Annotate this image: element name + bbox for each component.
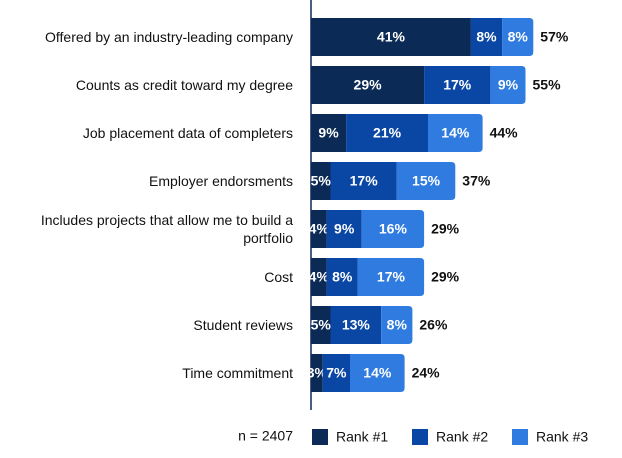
value-label: 14% [441,125,470,141]
bar-segment [322,354,350,392]
bar-segment [311,354,323,392]
total-label: 37% [462,173,491,189]
total-label: 29% [431,221,460,237]
value-label: 8% [332,269,353,285]
legend-swatch [412,429,428,445]
total-label: 44% [490,125,519,141]
value-label: 8% [387,317,408,333]
value-label: 17% [443,77,472,93]
category-label: Offered by an industry-leading company [45,29,293,45]
bar-segment [311,162,331,200]
bar-segment [346,114,428,152]
bar-segment [311,66,425,104]
bar-segment [350,354,405,392]
bar-segment [424,66,491,104]
legend-label: Rank #1 [336,429,388,445]
bar-segment [357,258,425,296]
bar-segment [326,210,362,248]
value-label: 3% [307,365,328,381]
bar-segment [326,258,358,296]
category-label: Time commitment [182,365,293,381]
total-label: 29% [431,269,460,285]
total-label: 24% [412,365,441,381]
bar-segment [428,114,483,152]
value-label: 9% [498,77,519,93]
legend-label: Rank #2 [436,429,488,445]
value-label: 21% [373,125,402,141]
category-label: Counts as credit toward my degree [75,77,293,93]
legend-swatch [312,429,328,445]
value-label: 29% [354,77,383,93]
value-label: 9% [334,221,355,237]
value-label: 17% [350,173,379,189]
bar-segment [490,66,526,104]
value-label: 16% [379,221,408,237]
legend-label: Rank #3 [536,429,588,445]
legend-swatch [512,429,528,445]
value-label: 17% [377,269,406,285]
bar-segment [361,210,425,248]
bar-segment [502,18,534,56]
bar-segment [470,18,503,56]
value-label: 9% [318,125,339,141]
category-label: Student reviews [193,317,293,333]
bar-segment [330,306,382,344]
value-label: 15% [412,173,441,189]
value-label: 8% [508,29,529,45]
value-label: 8% [476,29,497,45]
value-label: 13% [342,317,371,333]
total-label: 55% [533,77,562,93]
category-label: Employer endorsments [149,173,293,189]
value-label: 41% [377,29,406,45]
value-label: 7% [326,365,347,381]
category-label: Job placement data of completers [82,125,293,141]
total-label: 57% [540,29,569,45]
sample-size: n = 2407 [238,428,293,444]
bar-segment [311,306,331,344]
bar-segment [311,18,471,56]
value-label: 5% [311,173,332,189]
bar-segment [330,162,397,200]
bar-segment [396,162,456,200]
value-label: 4% [309,269,330,285]
bar-segment [311,258,327,296]
total-label: 26% [419,317,448,333]
bar-segment [381,306,413,344]
category-label: Cost [264,269,293,285]
category-label: Includes projects that allow me to build… [40,212,293,246]
bar-segment [311,210,327,248]
value-label: 14% [363,365,392,381]
bar-segment [311,114,347,152]
value-label: 5% [311,317,332,333]
value-label: 4% [309,221,330,237]
